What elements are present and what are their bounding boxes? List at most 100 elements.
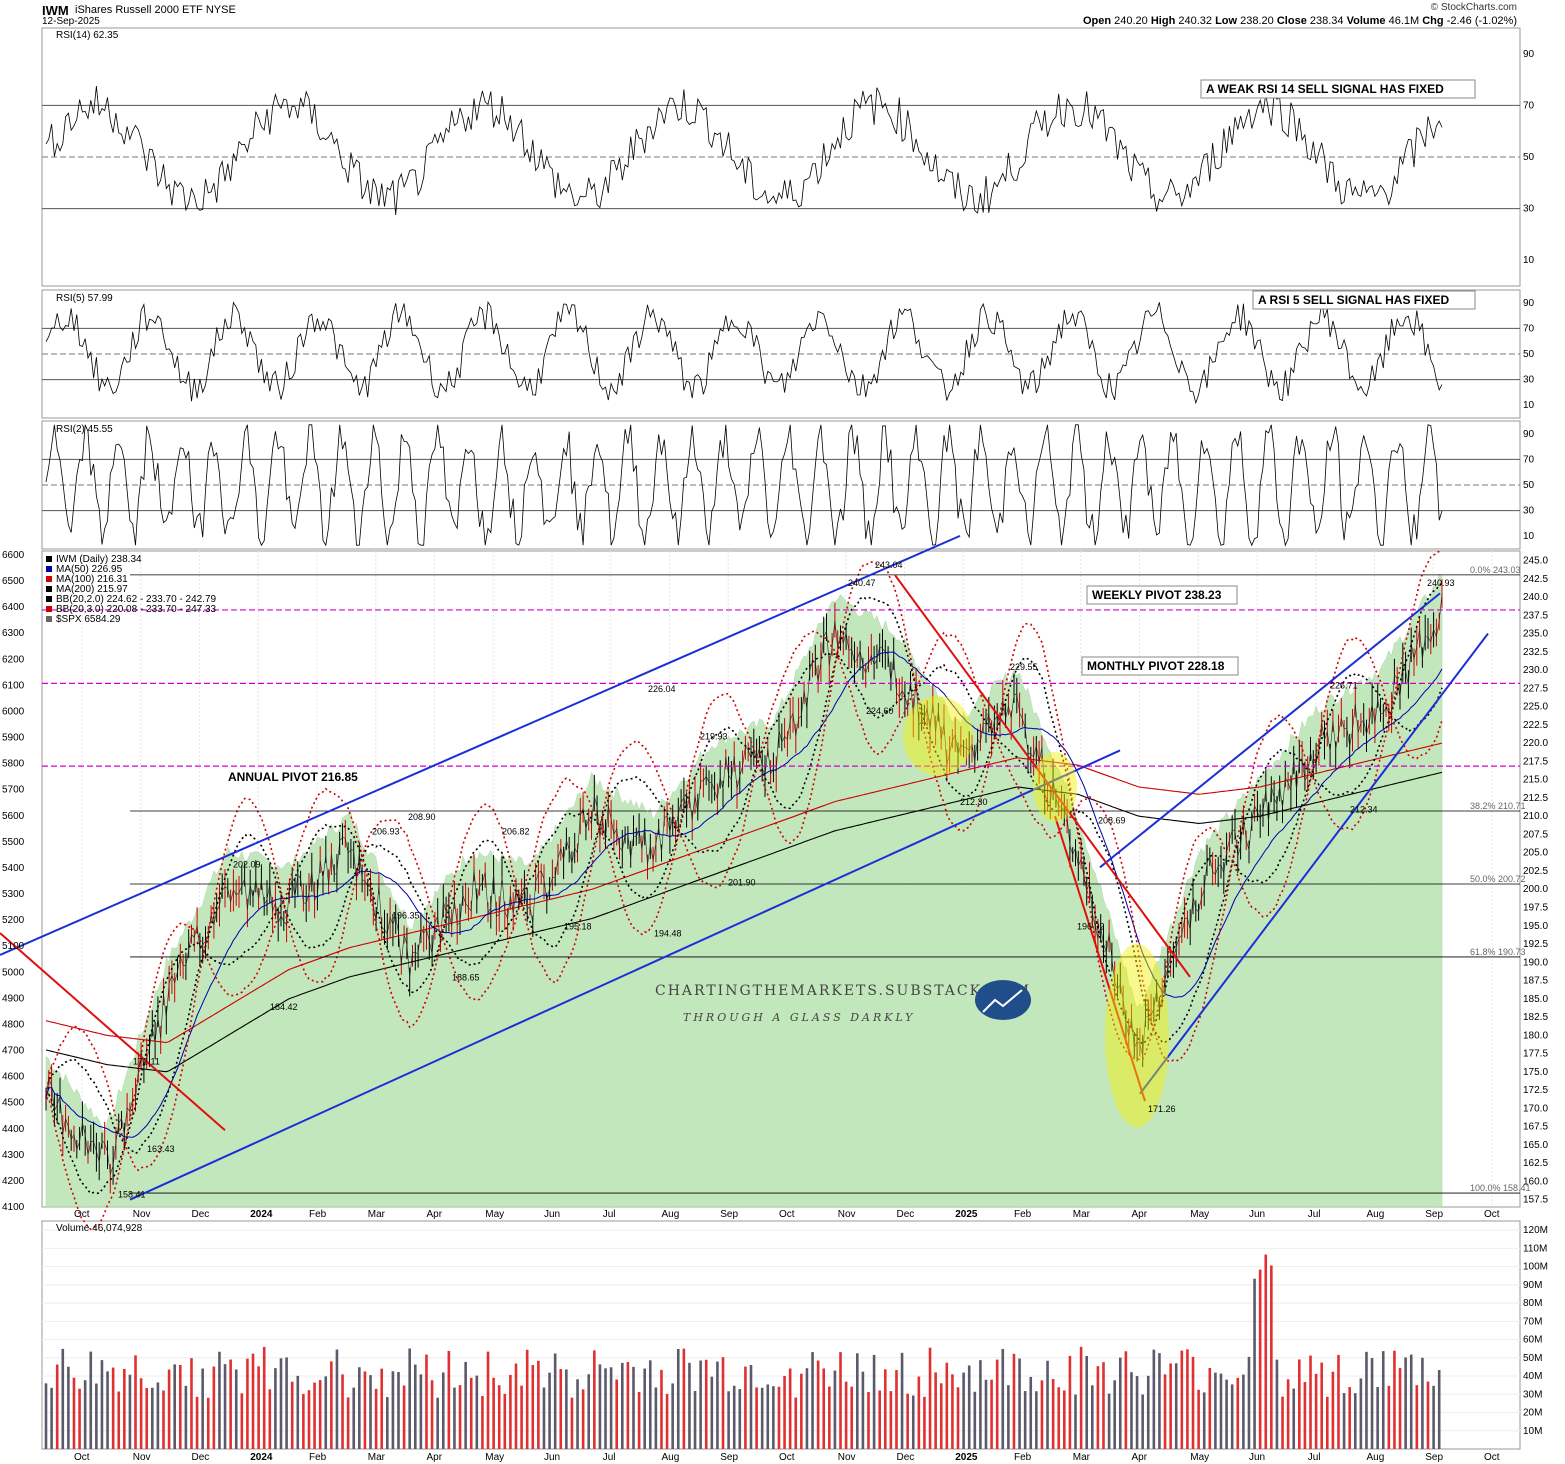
level-label: 171.26 (1148, 1104, 1176, 1114)
spx-tick: 4500 (2, 1098, 25, 1109)
rsi-tick: 70 (1523, 100, 1535, 111)
price-tick: 192.5 (1523, 939, 1548, 950)
volume-bar (755, 1387, 758, 1449)
volume-bar (671, 1383, 674, 1449)
volume-bar (1035, 1391, 1038, 1449)
month-label: Nov (838, 1209, 856, 1220)
legend-entry: $SPX 6584.29 (56, 614, 121, 625)
spx-tick: 5100 (2, 941, 25, 952)
month-label: Aug (662, 1209, 680, 1220)
rsi-line-rsi5 (45, 300, 1443, 405)
month-label: Sep (1425, 1452, 1443, 1463)
volume-tick: 120M (1523, 1225, 1548, 1236)
volume-bar (268, 1389, 272, 1449)
volume-bar (553, 1353, 557, 1449)
volume-bar (531, 1365, 535, 1449)
spx-tick: 5900 (2, 733, 25, 744)
volume-bar (1275, 1359, 1279, 1449)
month-label: Apr (1132, 1452, 1148, 1463)
legend-entry: MA(100) 216.31 (56, 574, 128, 585)
volume-bar (581, 1389, 585, 1449)
volume-bar (738, 1389, 742, 1449)
volume-bar (363, 1371, 367, 1449)
volume-bar (341, 1374, 344, 1449)
price-tick: 180.0 (1523, 1030, 1548, 1041)
volume-bar (78, 1388, 81, 1449)
volume-tick: 70M (1523, 1316, 1542, 1327)
volume-bar (688, 1362, 691, 1449)
volume-bar (436, 1397, 439, 1449)
level-label: 208.90 (408, 812, 436, 822)
rsi14-note-box (1200, 79, 1476, 99)
legend-entry: BB(20,3.0) 220.08 - 233.70 - 247.33 (56, 604, 217, 615)
volume-bar (1214, 1372, 1217, 1449)
volume-bar (206, 1397, 210, 1449)
rsi-line-rsi2 (45, 424, 1443, 547)
volume-bar (1085, 1355, 1089, 1449)
bb3-lower (45, 550, 1443, 1231)
rsi-tick: 50 (1523, 480, 1535, 491)
volume-tick: 110M (1523, 1243, 1547, 1254)
volume-bar (290, 1381, 294, 1449)
volume-bar (1102, 1362, 1105, 1449)
volume-bar (1051, 1379, 1055, 1449)
volume-bar (598, 1364, 602, 1449)
spx-tick: 5500 (2, 837, 25, 848)
price-tick: 215.0 (1523, 775, 1548, 786)
volume-bar (1242, 1374, 1245, 1449)
month-label: Mar (1073, 1452, 1091, 1463)
downtrend-line (0, 932, 226, 1132)
price-tick: 172.5 (1523, 1085, 1548, 1096)
rsi-tick: 10 (1523, 531, 1535, 542)
month-label: Feb (309, 1209, 327, 1220)
spx-tick: 6400 (2, 602, 25, 613)
fib-label: 100.0% 158.41 (1470, 1183, 1531, 1193)
spx-tick: 5000 (2, 967, 25, 978)
volume-tick: 20M (1523, 1408, 1542, 1419)
volume-bar (441, 1372, 445, 1449)
volume-tick: 60M (1523, 1335, 1542, 1346)
ma50-line (45, 651, 1443, 1138)
volume-bar (1079, 1346, 1083, 1449)
volume-bar (1191, 1356, 1195, 1449)
spx-tick: 4600 (2, 1072, 25, 1083)
volume-bar (621, 1362, 624, 1449)
legend-swatch (46, 606, 52, 612)
legend-entry: IWM (Daily) 238.34 (56, 554, 142, 565)
volume-bar (1264, 1254, 1268, 1449)
volume-bar (626, 1362, 630, 1449)
volume-bar (934, 1372, 937, 1449)
volume-bar (246, 1358, 249, 1449)
volume-bar (766, 1384, 770, 1449)
month-label: Oct (1484, 1452, 1500, 1463)
price-tick: 225.0 (1523, 702, 1548, 713)
rsi-tick: 50 (1523, 152, 1535, 163)
volume-bar (956, 1387, 960, 1449)
volume-bar (285, 1357, 288, 1449)
volume-bar (223, 1364, 227, 1449)
volume-bar (486, 1351, 490, 1449)
volume-bar (1169, 1363, 1172, 1449)
volume-bar (139, 1378, 143, 1449)
price-tick: 230.0 (1523, 665, 1548, 676)
ma100-line (45, 742, 1443, 1044)
volume-bar (542, 1387, 546, 1449)
price-tick: 170.0 (1523, 1103, 1548, 1114)
volume-bar (296, 1375, 300, 1449)
volume-bar (665, 1393, 669, 1449)
low-value: 238.20 (1240, 15, 1274, 27)
month-label: Apr (427, 1452, 443, 1463)
rsi5-note: A RSI 5 SELL SIGNAL HAS FIXED (1258, 293, 1449, 307)
volume-bar (1342, 1393, 1346, 1449)
watermark-logo-icon (975, 980, 1031, 1020)
level-label: 212.30 (960, 797, 988, 807)
volume-bar (990, 1379, 993, 1449)
volume-bar (889, 1391, 893, 1449)
bb2-upper (45, 595, 1443, 1155)
price-tick: 207.5 (1523, 829, 1548, 840)
volume-bar (1253, 1278, 1256, 1449)
volume-bar (682, 1348, 686, 1449)
volume-bar (89, 1351, 93, 1449)
volume-bar (1381, 1351, 1385, 1449)
